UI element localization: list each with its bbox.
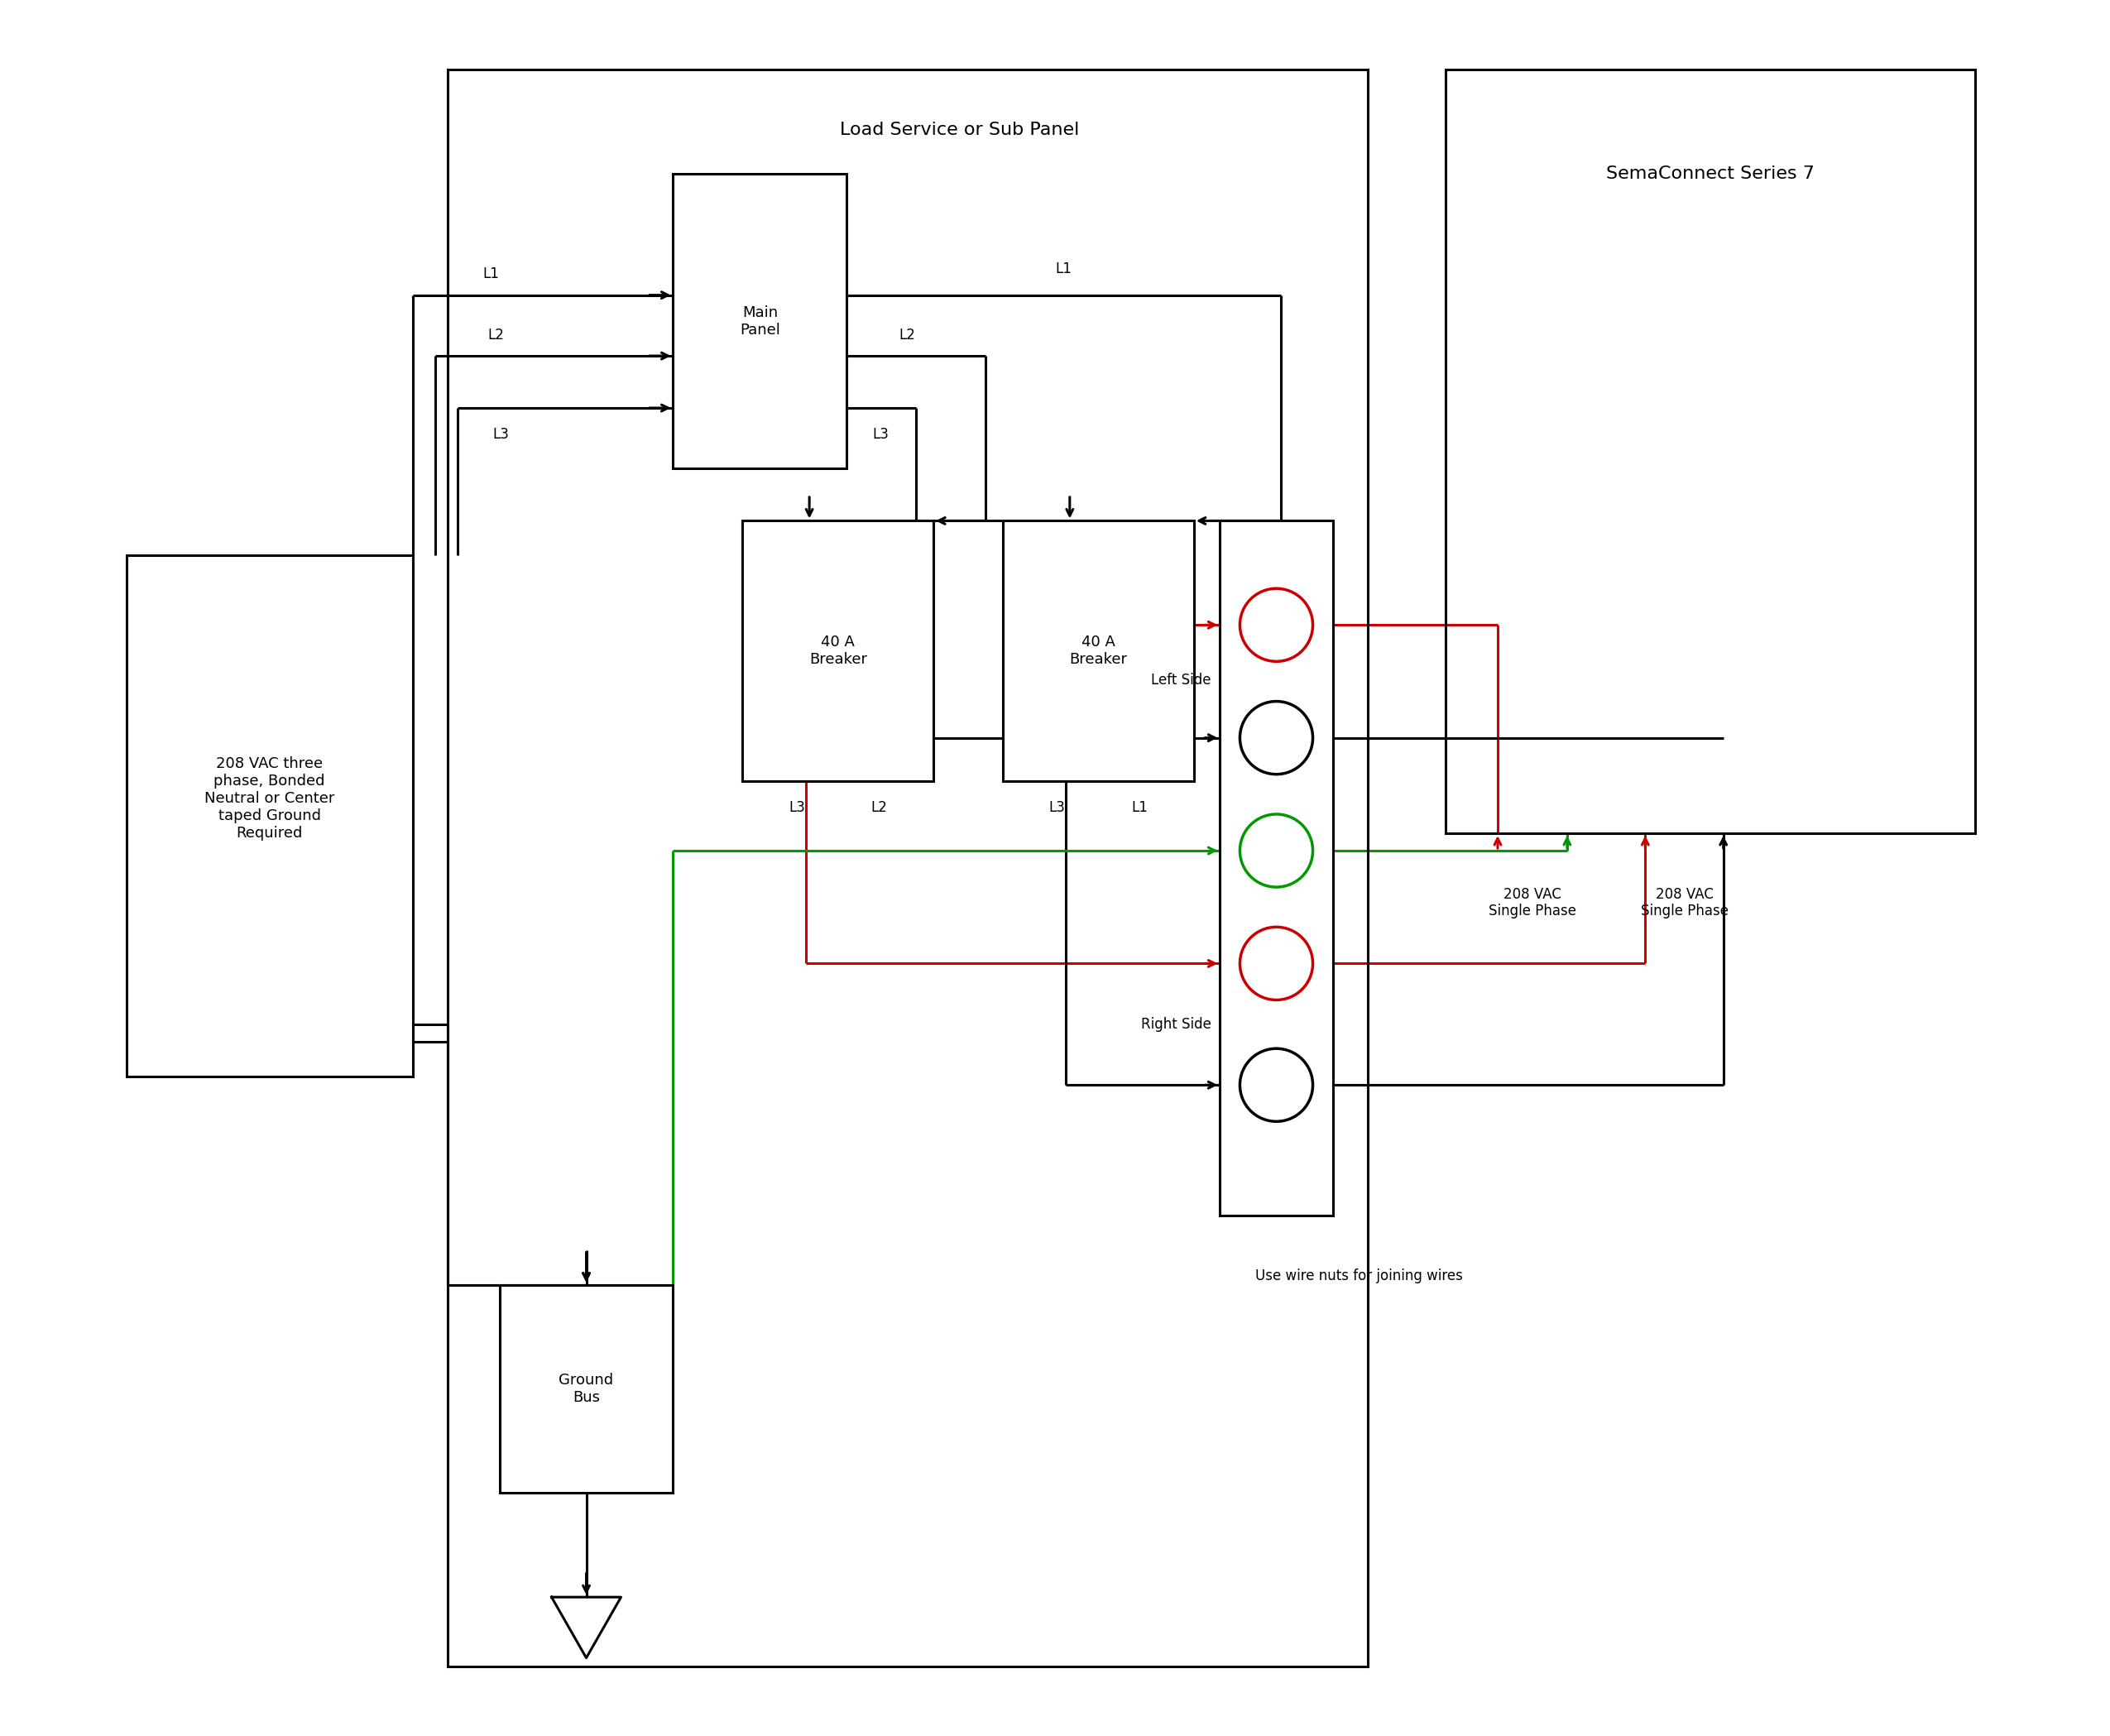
Text: L1: L1: [1131, 800, 1148, 814]
Bar: [447, 69, 1367, 1667]
Bar: [673, 174, 846, 469]
Text: 40 A
Breaker: 40 A Breaker: [808, 635, 867, 667]
Text: L2: L2: [487, 328, 504, 342]
Bar: [1002, 521, 1194, 781]
Circle shape: [1241, 927, 1312, 1000]
Text: 208 VAC
Single Phase: 208 VAC Single Phase: [1639, 887, 1728, 918]
Text: L3: L3: [494, 427, 509, 441]
Text: L3: L3: [789, 800, 806, 814]
Text: SemaConnect Series 7: SemaConnect Series 7: [1606, 165, 1815, 182]
Text: Load Service or Sub Panel: Load Service or Sub Panel: [840, 122, 1078, 139]
Text: 40 A
Breaker: 40 A Breaker: [1070, 635, 1127, 667]
Text: L1: L1: [1055, 262, 1072, 276]
Text: L3: L3: [1049, 800, 1066, 814]
Circle shape: [1241, 814, 1312, 887]
Text: L2: L2: [899, 328, 916, 342]
Text: Left Side: Left Side: [1152, 674, 1211, 687]
Text: L2: L2: [871, 800, 888, 814]
Circle shape: [1241, 701, 1312, 774]
Text: Ground
Bus: Ground Bus: [559, 1373, 614, 1404]
Circle shape: [1241, 1049, 1312, 1121]
Text: Main
Panel: Main Panel: [741, 306, 781, 337]
Text: Right Side: Right Side: [1142, 1017, 1211, 1031]
Text: 208 VAC
Single Phase: 208 VAC Single Phase: [1488, 887, 1576, 918]
Text: 208 VAC three
phase, Bonded
Neutral or Center
taped Ground
Required: 208 VAC three phase, Bonded Neutral or C…: [205, 757, 335, 840]
Circle shape: [1241, 589, 1312, 661]
Bar: [500, 1285, 673, 1493]
Bar: [1445, 69, 1975, 833]
Bar: [127, 556, 414, 1076]
Text: L3: L3: [874, 427, 888, 441]
Text: L1: L1: [483, 267, 500, 281]
Bar: [1220, 521, 1334, 1215]
Text: Use wire nuts for joining wires: Use wire nuts for joining wires: [1255, 1269, 1462, 1283]
Bar: [743, 521, 933, 781]
